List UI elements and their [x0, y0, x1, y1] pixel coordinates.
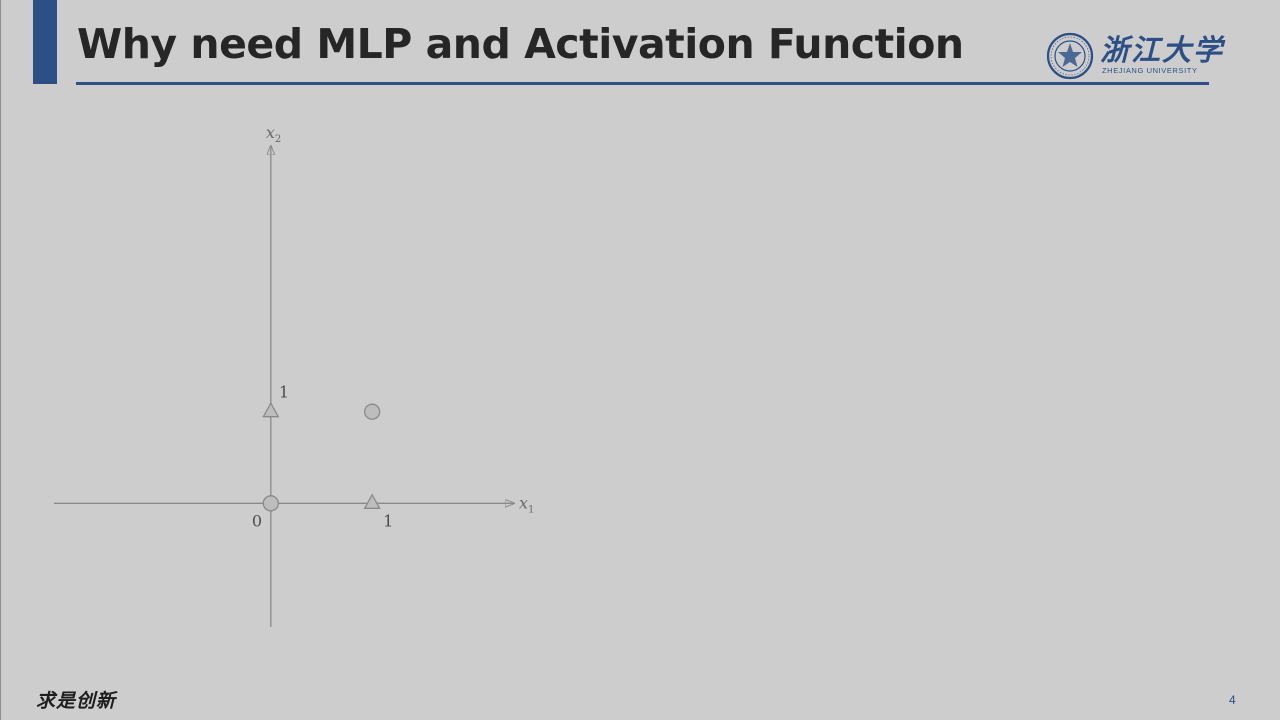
y-axis-label: x2 [266, 123, 281, 145]
origin-tick-label: 0 [252, 511, 262, 530]
university-seal-icon [1046, 32, 1094, 80]
data-point-triangle-3 [363, 493, 381, 509]
slide-left-edge [0, 0, 1, 720]
university-name-en: ZHEJIANG UNIVERSITY [1102, 66, 1198, 75]
title-accent-bar [33, 0, 57, 84]
data-point-triangle-2 [262, 401, 280, 418]
university-logo: 浙江大学 ZHEJIANG UNIVERSITY [1046, 32, 1222, 80]
slide-title: Why need MLP and Activation Function [77, 20, 964, 68]
data-point-circle-0 [262, 495, 279, 512]
data-points [262, 401, 381, 512]
x-axis-label: x1 [519, 493, 534, 515]
x-tick-label: 1 [383, 511, 393, 530]
data-point-circle-1 [363, 403, 381, 420]
page-number: 4 [1229, 693, 1236, 707]
university-motto: 求是创新 [36, 690, 117, 712]
title-underline [76, 82, 1209, 85]
university-name-cn: 浙江大学 [1100, 33, 1225, 67]
y-tick-label: 1 [279, 383, 289, 402]
